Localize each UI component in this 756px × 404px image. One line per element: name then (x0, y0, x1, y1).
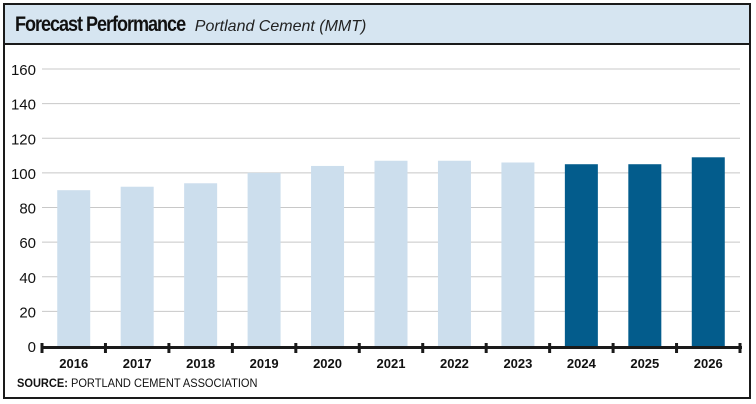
bar (564, 164, 598, 346)
bar (184, 183, 218, 346)
y-tick-label: 40 (19, 270, 36, 287)
y-tick-label: 20 (19, 304, 36, 321)
x-tick-label: 2017 (123, 356, 152, 371)
bar (437, 160, 471, 346)
y-tick-label: 160 (11, 62, 36, 79)
bar (247, 172, 281, 346)
bar-chart: 0 20 40 60 80 100 120 140 160 2016 2017 2018 2019 202… (11, 62, 742, 371)
bar (311, 165, 345, 346)
y-tick-label: 60 (19, 235, 36, 252)
x-tick-label: 2025 (630, 356, 659, 371)
source-note: SOURCE: PORTLAND CEMENT ASSOCIATION (17, 376, 257, 390)
y-tick-label: 0 (28, 339, 36, 356)
bar (628, 164, 662, 346)
y-tick-label: 140 (11, 97, 36, 114)
bar (57, 190, 91, 346)
y-tick-label: 100 (11, 166, 36, 183)
x-tick-label: 2019 (250, 356, 279, 371)
x-tick-label: 2020 (313, 356, 342, 371)
x-tick-label: 2022 (440, 356, 469, 371)
y-tick-label: 120 (11, 131, 36, 148)
bar (374, 160, 408, 346)
x-tick-label: 2021 (377, 356, 406, 371)
chart-panel: Forecast Performance Portland Cement (MM… (3, 3, 751, 399)
chart-subtitle: Portland Cement (MMT) (194, 18, 367, 35)
bar (501, 162, 535, 346)
x-tick-label: 2024 (567, 356, 597, 371)
source-label: SOURCE: (17, 376, 68, 390)
chart-header: Forecast Performance Portland Cement (MM… (5, 5, 749, 45)
bar (120, 186, 154, 346)
x-tick-label: 2023 (503, 356, 532, 371)
chart-title: Forecast Performance (15, 13, 186, 36)
bar (691, 157, 725, 346)
x-tick-label: 2018 (186, 356, 215, 371)
x-tick-label: 2016 (59, 356, 88, 371)
x-tick-label: 2026 (694, 356, 723, 371)
source-text: PORTLAND CEMENT ASSOCIATION (67, 376, 258, 390)
y-tick-label: 80 (19, 201, 36, 218)
